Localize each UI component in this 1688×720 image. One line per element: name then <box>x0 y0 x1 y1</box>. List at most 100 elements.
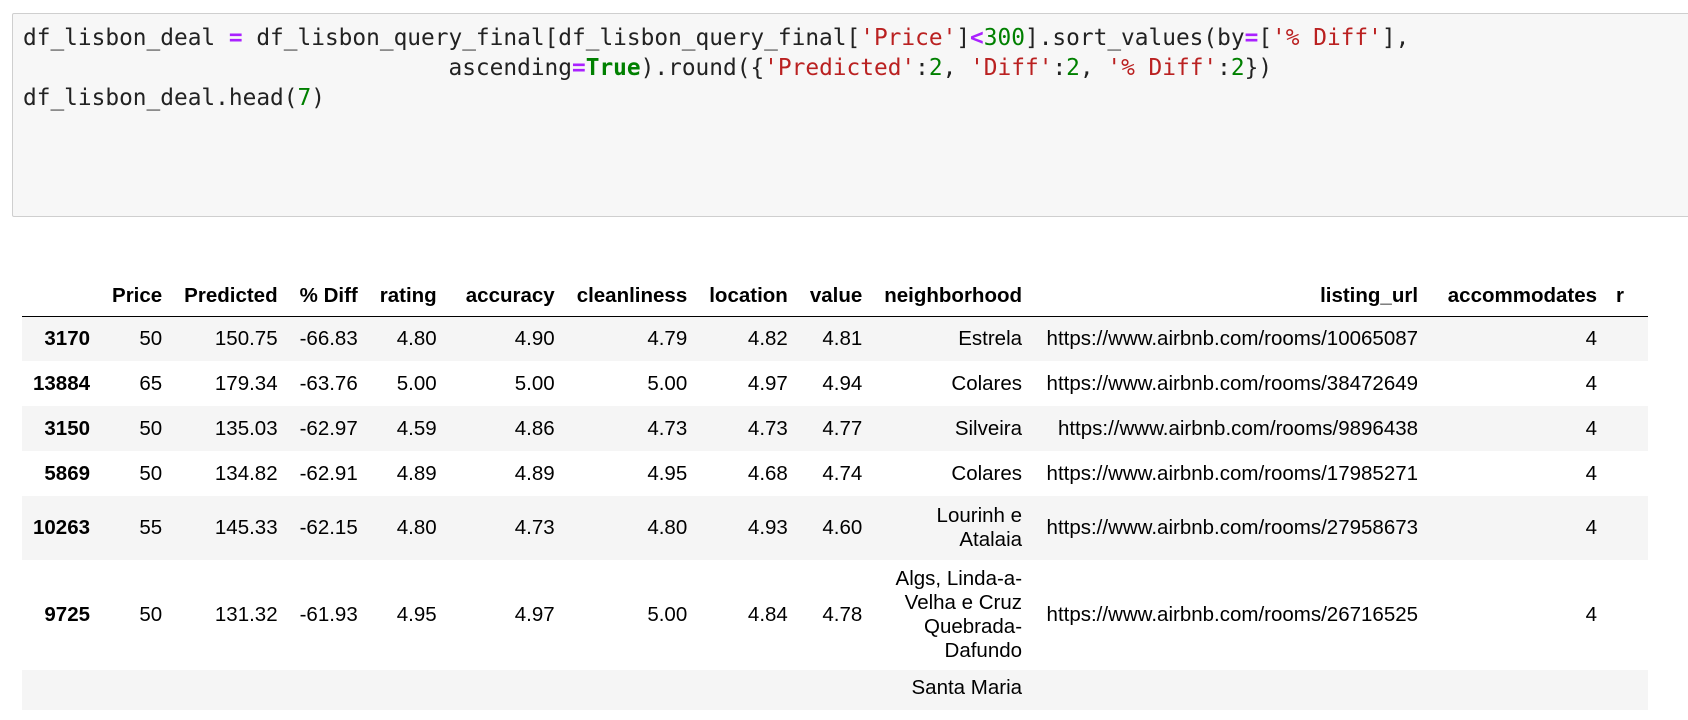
cell-predicted: 134.82 <box>214 461 278 485</box>
code-cell[interactable]: df_lisbon_deal = df_lisbon_query_final[d… <box>12 13 1688 217</box>
code-text: df_lisbon_deal.head( <box>23 85 298 111</box>
row-index <box>22 670 101 710</box>
code-keyword: True <box>585 55 641 81</box>
cell-location: 4.93 <box>747 516 788 539</box>
cell-listing-url: https://www.airbnb.com/rooms/9896438 <box>1057 416 1419 440</box>
dataframe-table: Price Predicted % Diff rating accuracy c… <box>22 272 1649 710</box>
cell-predicted <box>173 670 288 710</box>
cell-neighborhood: Silveira <box>954 416 1023 440</box>
row-index: 10263 <box>33 516 91 539</box>
cell-rating: 4.80 <box>396 326 437 350</box>
cell-pct-diff: -61.93 <box>299 603 358 626</box>
cell-location <box>698 670 799 710</box>
cell-listing-url <box>1033 670 1429 710</box>
code-line: ascending=True).round({'Predicted': 2, 'D… <box>23 55 1272 81</box>
code-text: ascending <box>23 55 572 81</box>
code-text: : <box>915 55 929 81</box>
cell-rating: 4.95 <box>396 603 437 626</box>
cell-neighborhood: Lourinh e Atalaia <box>936 504 1023 551</box>
cell-truncated <box>1608 451 1648 496</box>
code-operator: = <box>572 55 586 81</box>
code-operator: = <box>228 25 243 51</box>
code-text: , <box>1079 55 1108 81</box>
cell-cleanliness: 5.00 <box>647 603 688 626</box>
cell-truncated <box>1608 560 1648 670</box>
code-text: [ <box>1258 25 1273 51</box>
cell-pct-diff: -62.15 <box>299 516 358 539</box>
code-text: df_lisbon_query_final[df_lisbon_query_fi… <box>242 25 861 51</box>
column-header-predicted: Predicted <box>173 272 289 317</box>
code-operator: < <box>970 25 984 51</box>
code-line: df_lisbon_deal = df_lisbon_query_final[d… <box>23 25 1409 51</box>
table-row: Santa Maria <box>22 670 1649 710</box>
cell-value <box>799 670 873 710</box>
cell-cleanliness <box>566 670 699 710</box>
cell-rating <box>369 670 448 710</box>
cell-rating: 4.89 <box>396 461 437 485</box>
row-index: 3150 <box>44 416 91 440</box>
cell-accuracy: 5.00 <box>514 371 555 395</box>
cell-value: 4.78 <box>822 603 863 626</box>
column-header-truncated: r <box>1608 272 1649 317</box>
dataframe-output: Price Predicted % Diff rating accuracy c… <box>22 272 1688 720</box>
code-text: ] <box>956 25 971 51</box>
cell-value: 4.77 <box>822 416 863 440</box>
code-text: , <box>942 55 971 81</box>
cell-accommodates: 4 <box>1585 516 1598 539</box>
code-editor[interactable]: df_lisbon_deal = df_lisbon_query_final[d… <box>23 23 1409 113</box>
cell-truncated <box>1608 361 1648 406</box>
cell-price <box>101 670 173 710</box>
cell-location: 4.97 <box>747 371 788 395</box>
code-text: }) <box>1244 55 1273 81</box>
code-string: '% Diff' <box>1107 55 1218 81</box>
code-number: 300 <box>983 25 1025 51</box>
code-text: ).round({ <box>640 55 765 81</box>
cell-price: 50 <box>139 326 163 350</box>
cell-price: 50 <box>139 461 163 485</box>
cell-accommodates: 4 <box>1585 461 1598 485</box>
column-header-value: value <box>798 272 874 317</box>
code-text: df_lisbon_deal <box>23 25 229 51</box>
cell-cleanliness: 4.73 <box>647 416 688 440</box>
cell-listing-url: https://www.airbnb.com/rooms/38472649 <box>1046 371 1419 395</box>
row-index: 3170 <box>44 326 91 350</box>
cell-listing-url: https://www.airbnb.com/rooms/17985271 <box>1046 461 1419 485</box>
cell-predicted: 179.34 <box>214 371 278 395</box>
column-header-cleanliness: cleanliness <box>565 272 699 317</box>
code-operator: = <box>1244 25 1259 51</box>
cell-location: 4.68 <box>747 461 788 485</box>
column-header-accuracy: accuracy <box>447 272 566 317</box>
cell-accommodates: 4 <box>1585 371 1598 395</box>
cell-location: 4.84 <box>747 603 788 626</box>
table-row: 10263 55 145.33 -62.15 4.80 4.73 4.80 4.93 4.60 L… <box>22 496 1649 560</box>
column-header-neighborhood: neighborhood <box>873 272 1034 317</box>
cell-location: 4.82 <box>747 326 788 350</box>
cell-neighborhood: Colares <box>951 371 1023 395</box>
code-string: 'Diff' <box>970 55 1053 81</box>
cell-pct-diff: -62.97 <box>299 416 358 440</box>
table-row: 13884 65 179.34 -63.76 5.00 5.00 5.00 4.97 4.94 C… <box>22 361 1649 406</box>
table-body: 3170 50 150.75 -66.83 4.80 4.90 4.79 4.82 4.81 Es… <box>22 316 1649 710</box>
column-header-price: Price <box>101 272 174 317</box>
table-row: 3150 50 135.03 -62.97 4.59 4.86 4.73 4.73 4.77 Si… <box>22 406 1649 451</box>
cell-predicted: 135.03 <box>214 416 278 440</box>
code-text: ) <box>311 85 325 111</box>
cell-rating: 5.00 <box>396 371 437 395</box>
cell-accuracy: 4.90 <box>514 326 555 350</box>
cell-truncated <box>1608 670 1648 710</box>
cell-truncated <box>1608 496 1648 560</box>
cell-accommodates: 4 <box>1585 603 1598 626</box>
table-row: 9725 50 131.32 -61.93 4.95 4.97 5.00 4.84 4.78 Al… <box>22 560 1649 670</box>
cell-pct-diff: -62.91 <box>299 461 358 485</box>
code-text: : <box>1052 55 1067 81</box>
cell-truncated <box>1608 406 1648 451</box>
cell-cleanliness: 4.80 <box>647 516 688 539</box>
code-string: 'Predicted' <box>764 55 916 81</box>
cell-pct-diff <box>289 670 369 710</box>
cell-accommodates <box>1429 670 1608 710</box>
code-number: 2 <box>1230 55 1245 81</box>
cell-price: 50 <box>139 603 163 626</box>
cell-rating: 4.59 <box>396 416 437 440</box>
cell-value: 4.60 <box>822 516 863 539</box>
cell-listing-url: https://www.airbnb.com/rooms/10065087 <box>1046 326 1419 350</box>
